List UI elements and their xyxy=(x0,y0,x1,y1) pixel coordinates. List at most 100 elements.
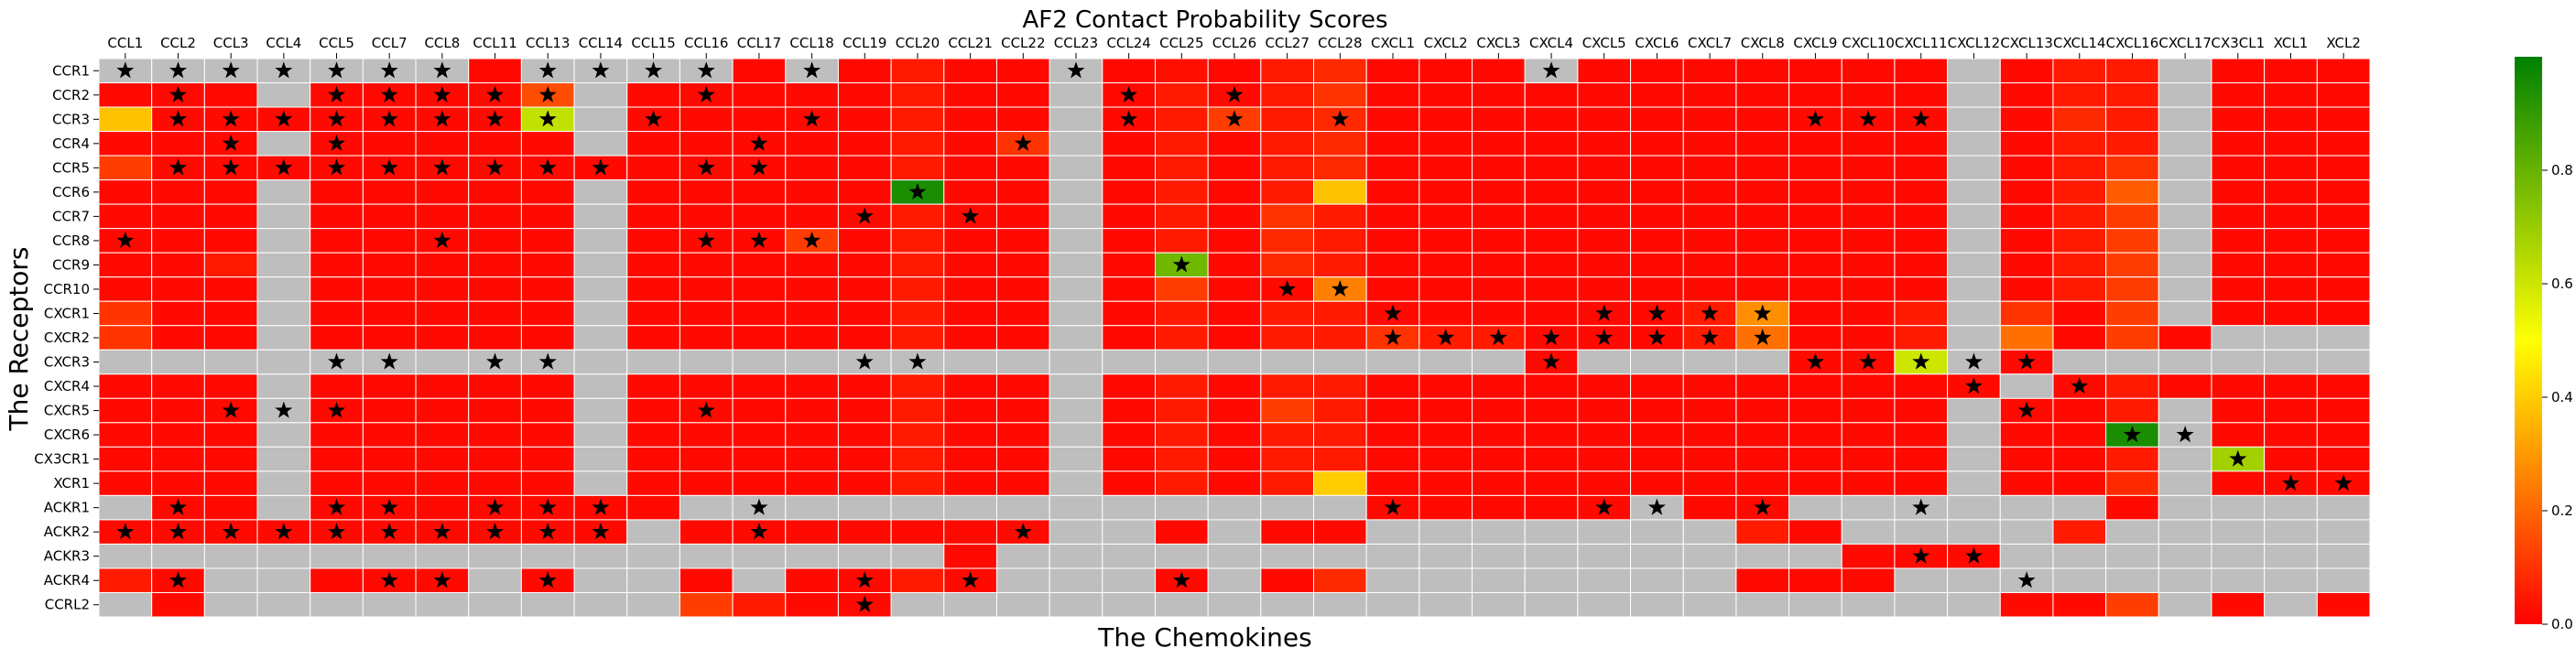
colorbar-tick-label: 0.6 xyxy=(2551,275,2573,292)
heatmap-cell xyxy=(1577,58,1632,84)
heatmap-cell xyxy=(2211,325,2266,351)
heatmap-cell xyxy=(1577,446,1632,472)
heatmap-cell xyxy=(2316,325,2371,351)
heatmap-cell xyxy=(2105,494,2159,521)
heatmap-cell xyxy=(1894,397,1949,424)
x-tick-label: CCL5 xyxy=(319,35,354,51)
heatmap-cell xyxy=(573,591,628,618)
heatmap-cell xyxy=(98,422,153,448)
heatmap-cell xyxy=(732,276,787,302)
y-tick-label: CCRL2 xyxy=(45,597,90,613)
heatmap-cell xyxy=(2158,470,2212,496)
heatmap-cell xyxy=(995,325,1050,351)
star-marker xyxy=(169,61,188,79)
heatmap-cell xyxy=(573,470,628,496)
heatmap-cell xyxy=(785,131,839,157)
x-tick-label: CCL27 xyxy=(1265,35,1309,51)
heatmap-cell xyxy=(203,228,258,254)
heatmap-cell xyxy=(1154,373,1209,399)
heatmap-cell xyxy=(890,203,945,230)
heatmap-cell xyxy=(2158,203,2212,230)
star-marker xyxy=(328,523,346,540)
heatmap-cell xyxy=(1313,397,1367,424)
heatmap-cell xyxy=(1999,155,2054,181)
heatmap-cell xyxy=(890,58,945,84)
heatmap-cell xyxy=(1577,228,1632,254)
star-marker xyxy=(750,498,768,515)
heatmap-cell xyxy=(256,591,311,618)
star-marker xyxy=(275,61,293,79)
heatmap-cell xyxy=(626,228,680,254)
heatmap-cell xyxy=(2264,373,2318,399)
star-marker xyxy=(1595,498,1614,515)
star-marker xyxy=(538,85,557,103)
x-tick-label: CXCL9 xyxy=(1793,35,1837,51)
heatmap-cell xyxy=(2158,494,2212,521)
star-marker xyxy=(1859,110,1877,127)
heatmap-cell xyxy=(995,300,1050,327)
heatmap-cell xyxy=(1207,58,1262,84)
heatmap-cell xyxy=(1154,519,1209,545)
heatmap-cell xyxy=(1472,494,1526,521)
heatmap-cell xyxy=(785,470,839,496)
heatmap-cell xyxy=(98,252,153,278)
heatmap-cell xyxy=(1313,228,1367,254)
heatmap-cell xyxy=(98,349,153,375)
heatmap-cell xyxy=(2211,422,2266,448)
heatmap-cell xyxy=(1841,470,1896,496)
star-marker xyxy=(328,85,346,103)
heatmap-cell xyxy=(626,131,680,157)
star-marker xyxy=(486,110,505,127)
heatmap-cell xyxy=(626,276,680,302)
heatmap-cell xyxy=(1418,494,1473,521)
heatmap-cell xyxy=(1682,228,1737,254)
heatmap-cell xyxy=(626,349,680,375)
heatmap-cell xyxy=(785,179,839,205)
heatmap-cell xyxy=(468,203,522,230)
heatmap-cell xyxy=(1894,470,1949,496)
heatmap-cell xyxy=(2316,252,2371,278)
heatmap-cell xyxy=(943,276,997,302)
heatmap-cell xyxy=(1313,325,1367,351)
heatmap-cell xyxy=(2264,106,2318,133)
heatmap-cell xyxy=(468,131,522,157)
heatmap-cell xyxy=(1841,567,1896,593)
heatmap-cell xyxy=(1524,276,1579,302)
heatmap-cell xyxy=(1418,446,1473,472)
heatmap-cell xyxy=(1947,106,2001,133)
heatmap-cell xyxy=(2211,82,2266,108)
star-marker xyxy=(433,523,451,540)
star-marker xyxy=(1542,329,1560,346)
star-marker xyxy=(645,110,663,127)
heatmap-cell xyxy=(1630,373,1684,399)
heatmap-cell xyxy=(2052,397,2107,424)
heatmap-cell xyxy=(203,591,258,618)
heatmap-cell xyxy=(2052,300,2107,327)
heatmap-cell xyxy=(468,228,522,254)
heatmap-cell xyxy=(995,591,1050,618)
heatmap-cell xyxy=(1947,446,2001,472)
heatmap-cell xyxy=(1154,179,1209,205)
heatmap-cell xyxy=(362,397,417,424)
heatmap-cell xyxy=(98,567,153,593)
x-tick-label: CXCL6 xyxy=(1635,35,1679,51)
heatmap-cell xyxy=(626,446,680,472)
heatmap-cell xyxy=(943,422,997,448)
heatmap-cell xyxy=(2211,203,2266,230)
heatmap-cell xyxy=(2052,228,2107,254)
heatmap-cell xyxy=(890,228,945,254)
star-marker xyxy=(2071,377,2089,394)
star-marker xyxy=(750,158,768,176)
heatmap-cell xyxy=(1472,591,1526,618)
heatmap-cell xyxy=(1049,591,1103,618)
heatmap-cell xyxy=(2211,179,2266,205)
heatmap-cell xyxy=(98,543,153,569)
star-marker xyxy=(1384,498,1402,515)
heatmap-cell xyxy=(1418,179,1473,205)
heatmap-cell xyxy=(1418,519,1473,545)
heatmap-cell xyxy=(2211,276,2266,302)
heatmap-cell xyxy=(1577,567,1632,593)
heatmap-cell xyxy=(203,179,258,205)
heatmap-cell xyxy=(890,276,945,302)
heatmap-cell xyxy=(1841,519,1896,545)
